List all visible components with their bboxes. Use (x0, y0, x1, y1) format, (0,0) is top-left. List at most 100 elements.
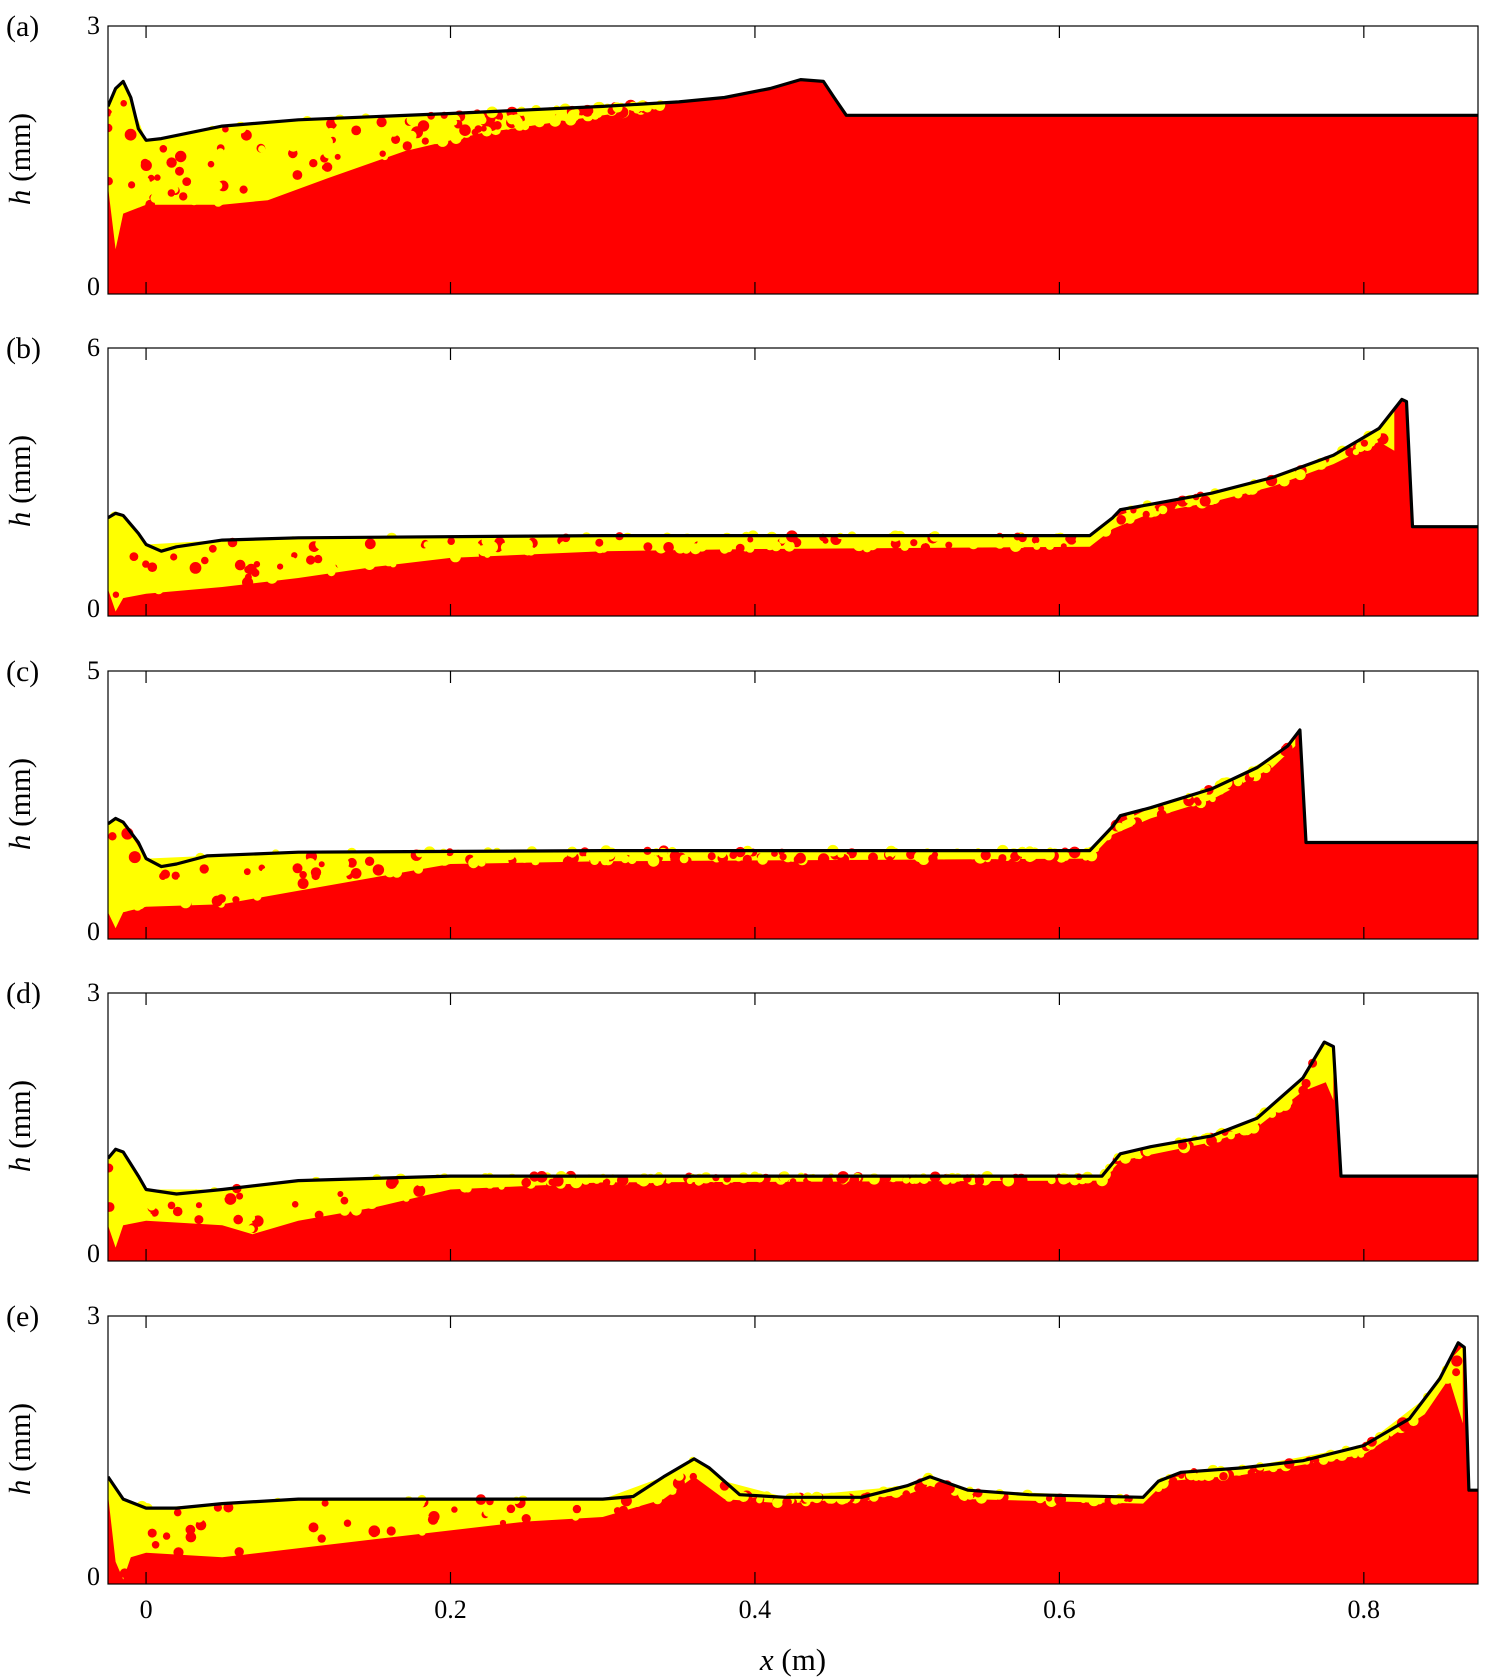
particle-dot (120, 100, 127, 107)
particle-dot (783, 540, 795, 552)
particle-dot (381, 543, 393, 556)
particle-dot (418, 1528, 426, 1536)
particle-dot (108, 177, 113, 186)
particle-dot (413, 864, 424, 874)
particle-dot (159, 145, 168, 153)
particle-dot (449, 551, 461, 563)
particle-dot (1345, 447, 1355, 457)
y-tick-label-top-c: 5 (87, 656, 100, 685)
particle-dot (342, 132, 354, 144)
particle-dot (340, 1196, 349, 1205)
particle-dot (789, 1178, 797, 1185)
particle-dot (772, 1497, 783, 1508)
particle-dot (151, 1541, 160, 1549)
particle-dot (391, 135, 401, 144)
particle-dot (387, 1193, 394, 1200)
particle-dot (194, 1513, 204, 1523)
particle-dot (521, 1177, 531, 1188)
particle-dot (321, 1499, 329, 1507)
particle-dot (643, 542, 653, 552)
particle-dot (382, 554, 391, 562)
particle-dot (1246, 483, 1258, 495)
particle-dot (234, 1547, 244, 1557)
particle-dot (1033, 542, 1041, 550)
particle-dot (147, 1528, 157, 1538)
particle-dot (291, 1201, 299, 1208)
particle-dot (151, 877, 162, 888)
particle-dot (108, 1174, 114, 1181)
particle-dot (189, 196, 199, 206)
profile-line-b (108, 397, 1478, 553)
y-axis-symbol-c: h (2, 835, 37, 851)
particle-dot (145, 199, 156, 210)
particle-dot (365, 1197, 378, 1209)
axes-frame-e (107, 1315, 1479, 1585)
particle-dot (735, 543, 745, 553)
particle-dot (690, 543, 701, 555)
particle-dot (111, 824, 120, 832)
particle-dot (135, 200, 142, 208)
x-axis-title: x (m) (759, 1642, 826, 1677)
y-tick-label-top-e: 3 (87, 1301, 100, 1330)
particle-dot (130, 569, 140, 579)
particle-dot (132, 540, 143, 552)
plot-area-e (107, 1315, 1479, 1585)
x-axis-unit: (m) (781, 1642, 826, 1677)
particle-dot (201, 556, 209, 565)
particle-dot (1233, 489, 1243, 499)
particle-dot (681, 544, 692, 554)
particle-dot (198, 1543, 210, 1556)
particle-dot (620, 854, 630, 864)
particle-dot (594, 1505, 602, 1514)
particle-dot (747, 536, 754, 543)
particle-dot (154, 174, 161, 181)
particle-dot (251, 568, 260, 578)
particle-dot (914, 851, 925, 863)
particle-dot (402, 141, 412, 151)
particle-dot (1247, 1469, 1255, 1476)
particle-dot (931, 851, 939, 858)
particle-dot (297, 1499, 307, 1508)
particle-dot (124, 128, 137, 141)
particle-dot (211, 1520, 221, 1530)
particle-dot (121, 185, 132, 197)
particle-dot (134, 144, 143, 153)
particle-dot (413, 1184, 426, 1197)
particle-dot (591, 112, 599, 120)
particle-dot (1367, 438, 1375, 446)
particle-dot (108, 1163, 114, 1173)
axes-frame-d (107, 992, 1479, 1262)
particle-dot (886, 856, 893, 863)
y-tick-label-bottom-a: 0 (87, 272, 100, 301)
particle-dot (1068, 846, 1081, 859)
particle-dot (571, 1512, 580, 1521)
panel-label-b: (b) (6, 332, 41, 365)
particle-dot (578, 109, 585, 116)
particle-dot (352, 144, 364, 155)
plot-content-b (108, 397, 1478, 616)
y-tick-label-top-a: 3 (87, 11, 100, 40)
particle-dot (836, 1172, 848, 1184)
particle-dot (347, 857, 357, 868)
particle-dot (214, 1205, 225, 1216)
particle-dot (626, 540, 633, 547)
particle-dot (754, 541, 762, 549)
particle-dot (343, 1519, 352, 1527)
particle-dot (151, 1194, 159, 1203)
particle-dot (534, 851, 545, 863)
particle-dot (306, 555, 316, 565)
particle-dot (359, 119, 371, 131)
particle-dot (191, 174, 202, 185)
y-tick-label-top-d: 3 (87, 978, 100, 1007)
particle-dot (945, 541, 953, 549)
particle-dot (260, 538, 272, 549)
particle-dot (674, 1471, 684, 1481)
y-axis-unit-d: (mm) (2, 1080, 37, 1149)
particle-dot (250, 1197, 259, 1206)
particle-dot (1156, 809, 1167, 820)
particle-dot (351, 154, 362, 165)
particle-band-d (108, 1042, 1334, 1248)
particle-dot (173, 1547, 184, 1558)
particle-dot (660, 1486, 669, 1495)
particle-dot (1057, 850, 1069, 861)
